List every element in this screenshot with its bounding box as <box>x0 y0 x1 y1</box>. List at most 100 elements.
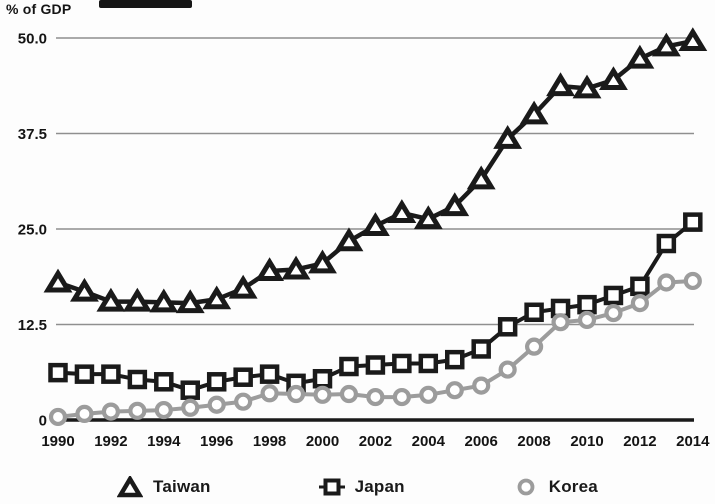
square-marker-icon <box>318 478 345 496</box>
legend: Taiwan Japan Korea <box>0 472 715 502</box>
marker-japan <box>683 212 703 232</box>
x-tick-label: 2008 <box>517 433 550 450</box>
marker-japan <box>339 356 359 377</box>
marker-taiwan <box>678 27 708 52</box>
marker-korea <box>260 384 279 403</box>
marker-korea <box>286 384 306 404</box>
marker-taiwan <box>413 205 443 230</box>
x-tick-label: 1998 <box>253 433 286 450</box>
marker-japan <box>48 362 68 383</box>
marker-korea <box>128 401 147 420</box>
marker-taiwan <box>255 257 285 282</box>
x-tick-label: 2000 <box>306 433 339 450</box>
circle-marker-icon <box>517 478 535 496</box>
marker-taiwan <box>599 66 628 91</box>
x-tick-label: 2010 <box>570 433 603 450</box>
marker-japan <box>471 339 491 359</box>
x-tick-label: 1992 <box>94 433 127 450</box>
marker-japan <box>154 372 174 392</box>
marker-taiwan <box>334 227 364 252</box>
y-tick-label: 50.0 <box>18 31 47 48</box>
marker-japan <box>259 364 280 384</box>
marker-taiwan <box>43 268 73 293</box>
marker-korea <box>154 400 173 420</box>
marker-korea <box>392 387 411 407</box>
x-tick-label: 1994 <box>147 433 181 450</box>
legend-item-korea: Korea <box>513 476 598 498</box>
y-tick-label: 25.0 <box>18 222 47 239</box>
marker-taiwan <box>625 44 655 69</box>
marker-taiwan <box>546 72 575 97</box>
marker-taiwan <box>96 287 126 312</box>
x-tick-label: 2014 <box>676 433 710 450</box>
marker-taiwan <box>149 288 179 313</box>
marker-japan <box>365 355 386 375</box>
marker-taiwan <box>440 192 470 217</box>
cropped-title-bar <box>99 0 192 8</box>
marker-taiwan <box>175 289 205 314</box>
marker-korea <box>657 273 676 292</box>
legend-label-korea: Korea <box>548 477 598 496</box>
marker-japan <box>127 369 148 390</box>
marker-japan <box>497 317 518 337</box>
marker-japan <box>524 302 544 323</box>
marker-taiwan <box>281 255 311 280</box>
marker-korea <box>551 313 570 332</box>
marker-japan <box>630 276 650 297</box>
marker-taiwan <box>122 287 152 312</box>
marker-japan <box>312 368 333 389</box>
marker-korea <box>577 310 597 330</box>
marker-korea <box>313 385 332 404</box>
x-tick-label: 1990 <box>41 433 74 450</box>
marker-korea <box>101 402 121 421</box>
y-tick-label: 37.5 <box>18 126 47 143</box>
marker-korea <box>498 360 517 379</box>
marker-korea <box>207 395 226 414</box>
marker-korea <box>419 385 438 404</box>
y-tick-label: 0 <box>39 413 47 430</box>
marker-taiwan <box>360 212 390 236</box>
marker-taiwan <box>572 74 602 99</box>
marker-japan <box>418 353 439 374</box>
x-tick-label: 2012 <box>623 433 656 450</box>
marker-korea <box>339 384 359 404</box>
marker-korea <box>472 376 491 395</box>
series-line-taiwan <box>57 38 694 306</box>
marker-korea <box>75 404 94 423</box>
marker-korea <box>604 303 623 323</box>
x-tick-label: 2006 <box>465 433 498 450</box>
marker-taiwan <box>202 285 232 310</box>
x-tick-label: 1996 <box>200 433 233 450</box>
marker-korea <box>234 392 253 411</box>
marker-japan <box>233 367 253 387</box>
marker-japan <box>603 285 624 306</box>
legend-label-taiwan: Taiwan <box>153 477 211 496</box>
marker-korea <box>181 398 200 417</box>
legend-label-japan: Japan <box>354 477 405 496</box>
chart-canvas: 0 12.5 25.0 37.5 50.0 1990 1992 1994 1996 1998 200… <box>18 27 710 450</box>
marker-japan <box>101 364 121 384</box>
y-tick-label: 12.5 <box>18 317 47 334</box>
marker-korea <box>445 381 464 400</box>
marker-japan <box>206 372 227 392</box>
marker-japan <box>656 233 677 254</box>
x-tick-label: 2002 <box>359 433 392 450</box>
legend-item-taiwan: Taiwan <box>117 476 211 498</box>
triangle-marker-icon <box>117 476 144 498</box>
marker-japan <box>577 294 597 315</box>
marker-japan <box>392 353 412 374</box>
x-tick-label: 2004 <box>412 433 446 450</box>
marker-korea <box>366 387 385 407</box>
marker-japan <box>445 349 465 370</box>
marker-japan <box>74 364 95 384</box>
marker-taiwan <box>70 277 99 302</box>
marker-taiwan <box>387 199 417 223</box>
legend-item-japan: Japan <box>318 476 405 498</box>
marker-korea <box>524 337 544 356</box>
marker-korea <box>683 271 702 291</box>
y-axis-title: % of GDP <box>6 1 72 17</box>
marker-taiwan <box>466 165 496 190</box>
marker-taiwan <box>493 125 523 149</box>
marker-korea <box>48 407 68 427</box>
